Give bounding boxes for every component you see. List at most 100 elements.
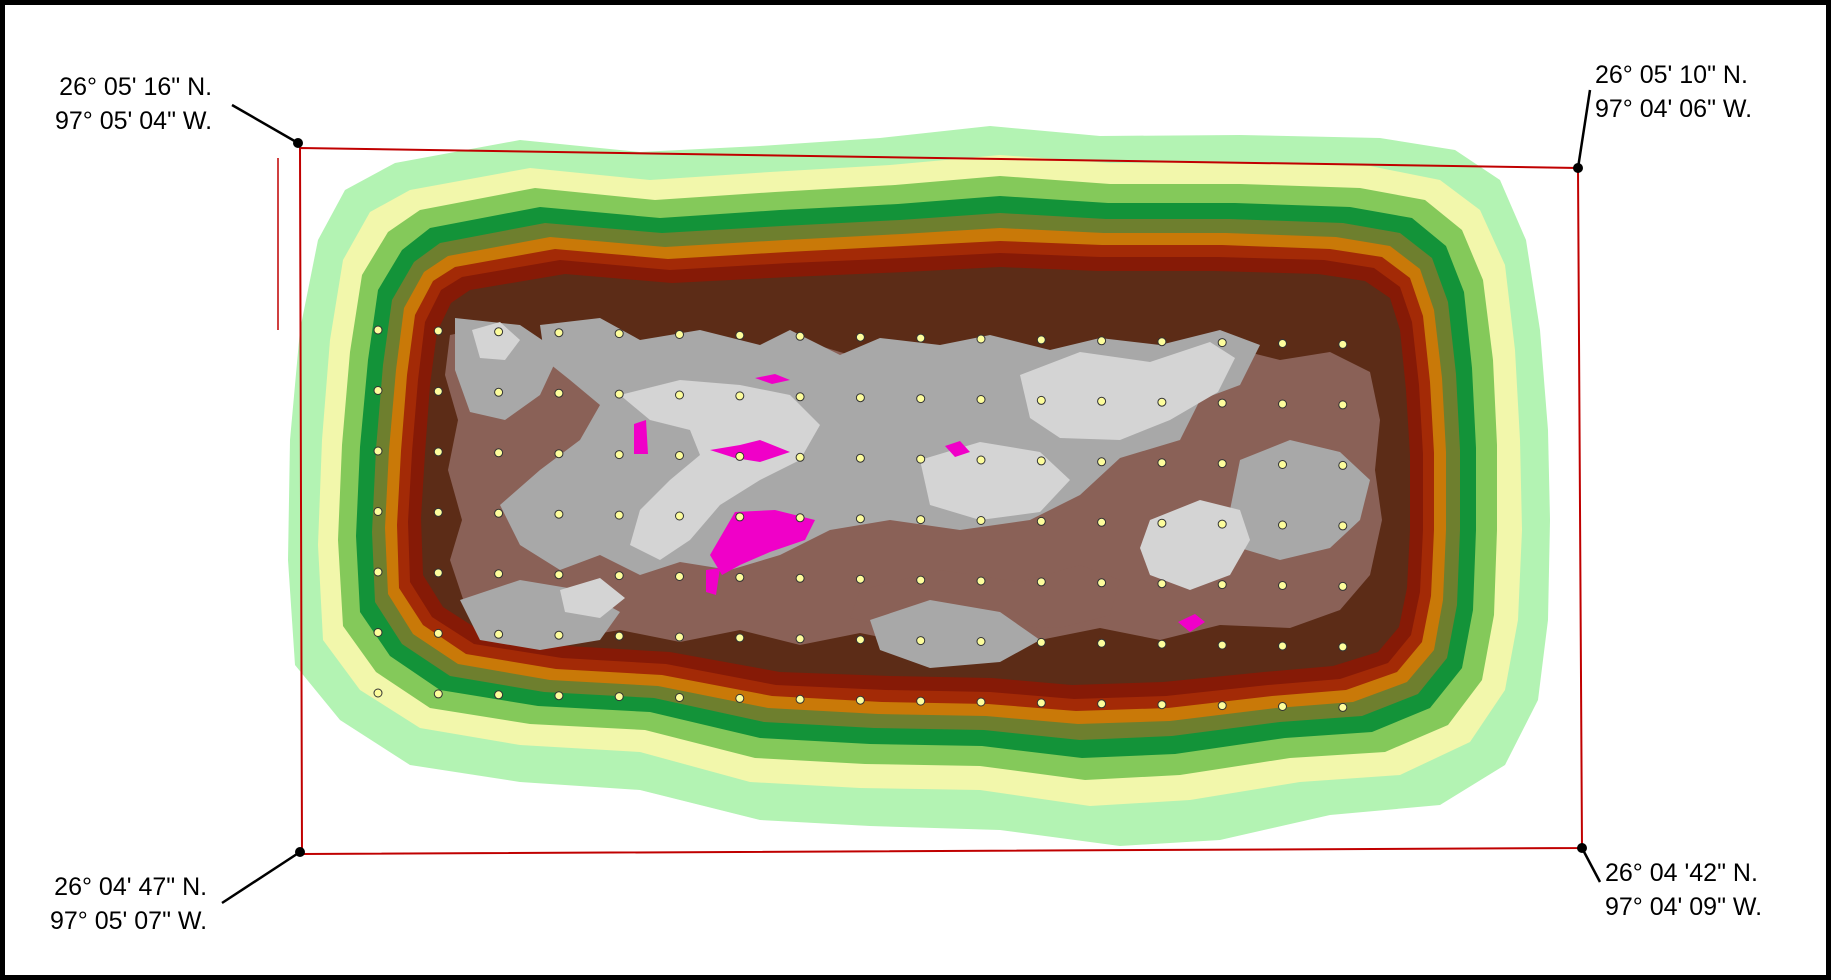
leader-se xyxy=(1580,847,1602,883)
sample-point xyxy=(735,572,745,582)
sample-point xyxy=(916,575,926,585)
sample-point xyxy=(433,689,443,699)
sample-points xyxy=(373,325,1348,712)
sample-point xyxy=(855,514,865,524)
sample-point xyxy=(1338,642,1348,652)
hotspot-west xyxy=(634,420,648,454)
sample-point xyxy=(433,628,443,638)
sample-point xyxy=(1157,700,1167,710)
sample-point xyxy=(373,628,383,637)
corner-nw-latitude: 26° 05' 16" N. xyxy=(59,73,213,101)
sample-point xyxy=(433,568,443,578)
sample-point xyxy=(1338,339,1348,349)
corner-sw-latitude: 26° 04' 47" N. xyxy=(54,873,208,901)
sample-point xyxy=(795,331,805,341)
sample-point xyxy=(855,453,865,463)
sample-point xyxy=(1338,581,1348,591)
sample-point xyxy=(1278,399,1287,409)
sample-point xyxy=(554,570,564,580)
sample-point xyxy=(433,507,443,517)
sample-point xyxy=(855,332,865,342)
corner-se-latitude: 26° 04 '42" N. xyxy=(1605,859,1758,887)
sample-point xyxy=(976,576,986,586)
hotspot-east xyxy=(1178,614,1205,632)
sample-point xyxy=(614,450,624,460)
gray-region-south xyxy=(870,600,1040,668)
sample-point xyxy=(916,333,926,343)
hotspots xyxy=(634,374,1205,632)
sample-point xyxy=(1217,519,1227,529)
corner-label-nw: 26° 05' 16" N. 97° 05' 04" W. xyxy=(55,70,212,138)
sample-point xyxy=(855,695,865,705)
corner-label-ne: 26° 05' 10" N. 97° 04' 06" W. xyxy=(1595,58,1752,126)
corner-leaders xyxy=(221,89,1602,905)
corner-nw-longitude: 97° 05' 04" W. xyxy=(55,107,213,135)
sample-point xyxy=(1157,397,1167,407)
corner-marker-ne xyxy=(1573,163,1583,173)
sample-point xyxy=(1217,701,1227,711)
leader-nw xyxy=(231,103,299,145)
sample-point xyxy=(1278,460,1287,469)
sample-point xyxy=(614,510,624,520)
sample-point xyxy=(554,328,564,338)
leader-ne xyxy=(1576,89,1592,169)
sample-point xyxy=(373,325,383,335)
hotspot-north-bar xyxy=(710,440,790,462)
sample-point xyxy=(855,635,865,645)
sample-point xyxy=(795,634,805,644)
sample-point xyxy=(433,386,443,396)
sample-point xyxy=(1217,459,1227,469)
sample-point xyxy=(735,693,745,703)
sample-point xyxy=(916,515,926,525)
sample-point xyxy=(1036,335,1046,345)
sample-point xyxy=(735,451,745,461)
sample-point xyxy=(373,386,383,395)
sample-point xyxy=(976,637,986,646)
sample-point xyxy=(795,573,805,583)
hotspot-middle xyxy=(945,441,970,457)
sample-point xyxy=(433,326,443,336)
sample-point xyxy=(373,446,383,456)
corner-markers xyxy=(293,138,1587,857)
sample-point xyxy=(675,451,684,460)
sample-point xyxy=(554,449,564,459)
sample-point xyxy=(373,567,383,577)
sample-point xyxy=(1338,460,1348,470)
sample-point xyxy=(554,691,564,701)
hotspot-north-small xyxy=(755,374,790,384)
sample-point xyxy=(1278,520,1287,530)
sample-point xyxy=(1278,641,1287,651)
sample-point xyxy=(554,630,564,640)
sample-point xyxy=(554,509,564,519)
sample-point xyxy=(1217,338,1227,348)
sample-point xyxy=(735,330,745,340)
sample-point xyxy=(1157,639,1167,649)
corner-sw-longitude: 97° 05' 07" W. xyxy=(50,907,208,935)
corner-marker-sw xyxy=(295,847,305,857)
gray-region-east xyxy=(1230,440,1370,560)
sample-point xyxy=(494,387,504,397)
sample-point xyxy=(1097,517,1107,527)
sample-point xyxy=(494,690,504,700)
sample-point xyxy=(1157,337,1167,347)
sample-point xyxy=(795,513,805,523)
corner-label-se: 26° 04 '42" N. 97° 04' 09" W. xyxy=(1605,856,1762,924)
sample-point xyxy=(373,688,383,698)
sample-point xyxy=(1157,458,1167,468)
lightgray-region-south xyxy=(560,578,625,618)
sample-point xyxy=(1217,398,1227,408)
corner-se-longitude: 97° 04' 09" W. xyxy=(1605,893,1763,921)
sample-point xyxy=(614,631,624,641)
sample-point xyxy=(1338,521,1348,531)
sample-point xyxy=(1157,579,1167,589)
sample-point xyxy=(916,636,926,646)
sample-point xyxy=(614,571,624,581)
sample-point xyxy=(916,394,926,404)
sample-point xyxy=(1157,518,1167,528)
sample-point xyxy=(795,452,805,462)
sample-point xyxy=(494,448,504,458)
sample-point xyxy=(494,327,504,337)
sample-point xyxy=(1097,396,1107,406)
sample-point xyxy=(1217,640,1227,650)
sample-point xyxy=(976,455,986,465)
